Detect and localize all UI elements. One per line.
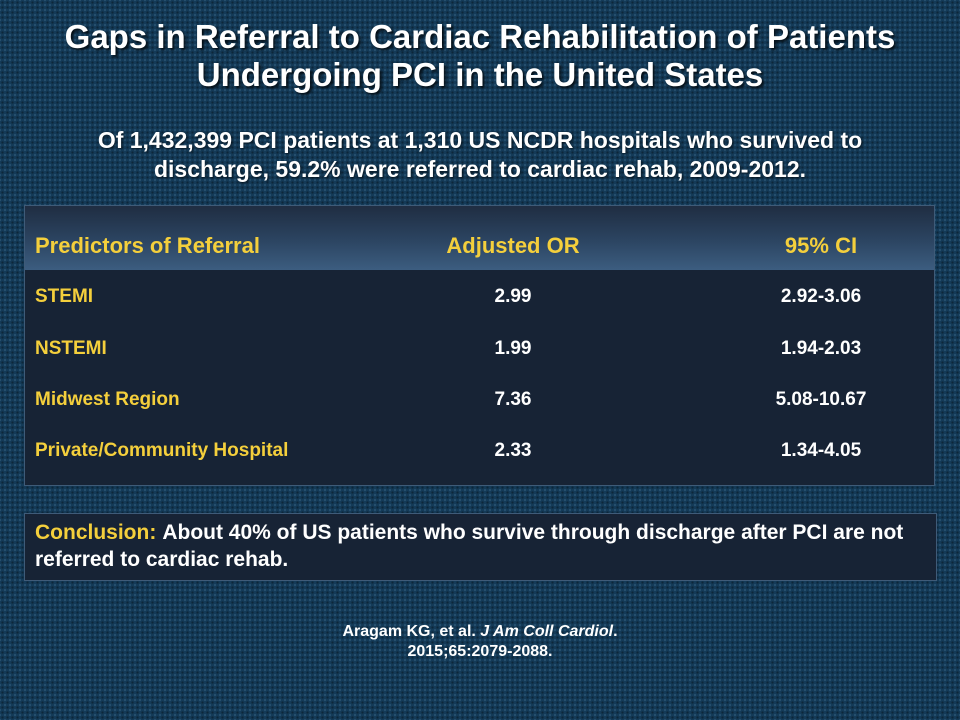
slide-title: Gaps in Referral to Cardiac Rehabilitati… xyxy=(0,18,960,94)
conclusion-box: Conclusion: About 40% of US patients who … xyxy=(24,513,937,581)
row-adjusted-or: 7.36 xyxy=(494,389,532,410)
row-ci: 1.94-2.03 xyxy=(780,338,862,359)
citation-details: 2015;65:2079-2088. xyxy=(407,643,553,660)
header-95-ci: 95% CI xyxy=(784,233,858,258)
citation-period: . xyxy=(613,623,618,640)
citation-line-1: Aragam KG, et al. J Am Coll Cardiol. xyxy=(0,622,960,642)
row-ci: 2.92-3.06 xyxy=(780,286,862,307)
predictors-table: Predictors of Referral Adjusted OR 95% C… xyxy=(24,205,935,486)
row-adjusted-or: 2.33 xyxy=(494,440,532,461)
slide-subtitle: Of 1,432,399 PCI patients at 1,310 US NC… xyxy=(20,126,940,184)
slide-title-line-1: Gaps in Referral to Cardiac Rehabilitati… xyxy=(64,18,896,55)
row-predictor: NSTEMI xyxy=(35,338,107,359)
slide-title-line-2: Undergoing PCI in the United States xyxy=(196,56,764,93)
row-predictor: Private/Community Hospital xyxy=(35,440,289,461)
citation: Aragam KG, et al. J Am Coll Cardiol. 201… xyxy=(0,622,960,662)
row-adjusted-or: 2.99 xyxy=(494,286,532,307)
table-header-row: Predictors of Referral Adjusted OR 95% C… xyxy=(25,206,934,270)
row-ci: 5.08-10.67 xyxy=(775,389,867,410)
row-predictor: STEMI xyxy=(35,286,94,307)
conclusion-text: About 40% of US patients who survive thr… xyxy=(35,521,904,571)
citation-journal: J Am Coll Cardiol xyxy=(480,623,614,640)
row-adjusted-or: 1.99 xyxy=(494,338,532,359)
conclusion-label: Conclusion: xyxy=(35,521,157,544)
slide-subtitle-line-1: Of 1,432,399 PCI patients at 1,310 US NC… xyxy=(97,127,863,153)
citation-authors: Aragam KG, et al. xyxy=(342,623,476,640)
header-adjusted-or: Adjusted OR xyxy=(446,233,580,258)
slide-subtitle-line-2: discharge, 59.2% were referred to cardia… xyxy=(153,156,807,182)
row-ci: 1.34-4.05 xyxy=(780,440,862,461)
header-predictors: Predictors of Referral xyxy=(35,233,260,258)
row-predictor: Midwest Region xyxy=(35,389,180,410)
